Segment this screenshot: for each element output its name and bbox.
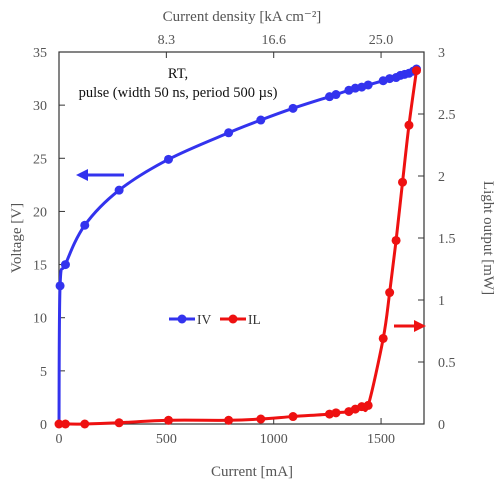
series-layer <box>54 64 421 429</box>
left-arrow-iv <box>76 169 124 181</box>
point-iv-2 <box>60 260 70 270</box>
top-tick-label-25.0: 25.0 <box>369 33 394 48</box>
legend-il: IL <box>220 312 261 327</box>
x-tick-label-500: 500 <box>156 432 177 447</box>
top-tick-label-16.6: 16.6 <box>261 33 286 48</box>
point-il-13 <box>363 400 373 410</box>
x-tick-label-1500: 1500 <box>367 432 395 447</box>
annotation-line-2: pulse (width 50 ns, period 500 µs) <box>79 85 278 101</box>
y-left-tick-label-10: 10 <box>33 312 47 327</box>
y-left-tick-label-25: 25 <box>33 152 47 167</box>
x-axis-title: Current [mA] <box>211 464 293 480</box>
series-iv <box>55 64 421 425</box>
legend-iv-label: IV <box>197 312 211 327</box>
point-iv-3 <box>80 220 90 230</box>
y-left-tick-label-20: 20 <box>33 205 47 220</box>
series-il <box>54 66 421 429</box>
point-il-1 <box>60 419 70 429</box>
point-iv-5 <box>164 154 173 164</box>
top-axis-title: Current density [kA cm⁻²] <box>163 9 322 25</box>
y-right-tick-label-2: 2 <box>438 170 445 185</box>
ticks: 0 500 1000 1500 0 5 10 15 20 25 30 35 0 0.5 1 1.5 2 2.5 3 8… <box>33 33 456 447</box>
y-right-tick-label-0.5: 0.5 <box>438 356 456 371</box>
x-tick-label-0: 0 <box>56 432 63 447</box>
point-iv-7 <box>256 115 266 125</box>
y-left-tick-label-35: 35 <box>33 46 47 61</box>
point-il-5 <box>224 415 234 425</box>
y-left-axis-title: Voltage [V] <box>9 203 25 273</box>
legend-il-label: IL <box>248 312 261 327</box>
point-iv-14 <box>363 80 373 90</box>
y-left-tick-label-5: 5 <box>40 365 47 380</box>
y-left-tick-label-0: 0 <box>40 418 47 433</box>
x-tick-label-1000: 1000 <box>260 432 288 447</box>
y-right-tick-label-1.5: 1.5 <box>438 232 456 247</box>
point-il-2 <box>80 419 90 429</box>
point-il-4 <box>164 415 173 425</box>
point-il-16 <box>391 235 401 245</box>
point-il-19 <box>411 66 421 76</box>
y-left-tick-label-30: 30 <box>33 99 47 114</box>
point-il-17 <box>398 177 408 187</box>
point-il-18 <box>404 120 414 130</box>
point-iv-10 <box>331 90 341 100</box>
point-iv-6 <box>224 128 234 138</box>
point-il-6 <box>256 414 266 424</box>
point-iv-4 <box>114 185 124 195</box>
point-il-9 <box>331 408 341 418</box>
y-left-tick-label-15: 15 <box>33 259 47 274</box>
annotation-line-1: RT, <box>168 66 188 82</box>
legend: IV IL <box>169 312 261 327</box>
y-right-tick-label-3: 3 <box>438 46 445 61</box>
point-il-0 <box>54 419 64 429</box>
point-il-3 <box>114 418 124 428</box>
point-iv-1 <box>55 281 65 291</box>
top-tick-label-8.3: 8.3 <box>158 33 176 48</box>
y-right-tick-label-2.5: 2.5 <box>438 108 456 123</box>
legend-iv: IV <box>169 312 211 327</box>
point-iv-8 <box>288 103 298 113</box>
point-il-15 <box>385 288 395 298</box>
y-right-tick-label-1: 1 <box>438 294 445 309</box>
point-il-7 <box>288 412 298 422</box>
y-right-tick-label-0: 0 <box>438 418 445 433</box>
point-il-14 <box>378 333 388 343</box>
y-right-axis-title: Light output [mW] <box>480 181 496 295</box>
right-arrow-il <box>394 320 426 332</box>
